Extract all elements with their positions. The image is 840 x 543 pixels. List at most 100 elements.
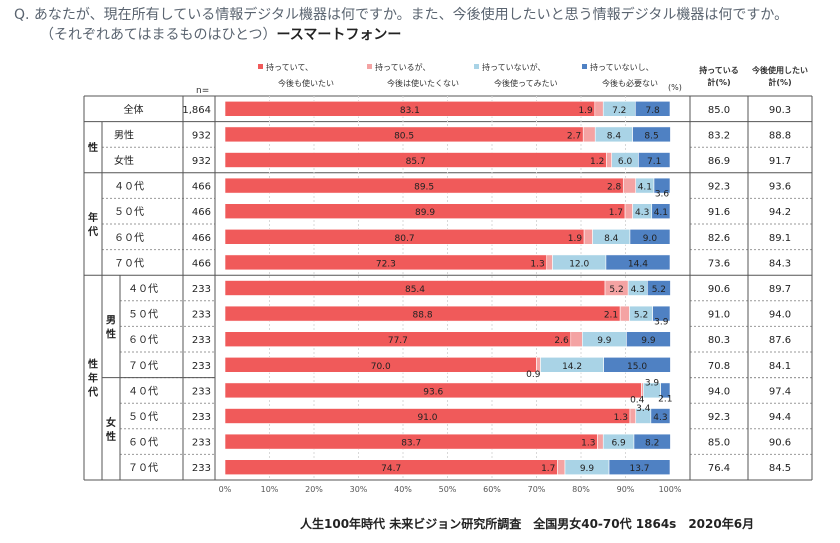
row-n: 233 (192, 463, 211, 474)
own-total: 76.4 (708, 463, 730, 474)
row-label: 全体 (124, 103, 144, 116)
bar-value-label: 8.5 (644, 131, 658, 141)
summary-header-line1: 今後使用したい (751, 65, 808, 75)
summary-header-line2: 計(%) (768, 77, 791, 87)
bar-value-label: 0.9 (526, 370, 541, 380)
want-total: 84.5 (769, 463, 791, 474)
x-tick-label: 80% (572, 485, 590, 494)
bar-segment-4 (660, 382, 671, 399)
group-label-char: 代 (87, 386, 98, 399)
bar-value-label: 9.9 (597, 336, 612, 346)
bar-value-label: 9.9 (641, 336, 656, 346)
group-label-char: 代 (87, 225, 98, 238)
question-instruction: （それぞれあてはまるものはひとつ） (40, 27, 277, 43)
bar-value-label: 4.3 (653, 413, 667, 423)
x-tick-label: 90% (617, 485, 635, 494)
bar-value-label: 2.1 (604, 311, 618, 321)
subgroup-label-char: 女 (106, 416, 116, 429)
bar-value-label: 8.4 (604, 234, 619, 244)
group-label-char: 性 (87, 358, 98, 371)
legend-label-line2: 今後も使いたい (278, 78, 334, 88)
bar-value-label: 5.2 (609, 285, 623, 295)
row-label: ４０代 (128, 385, 158, 397)
bar-value-label: 72.3 (376, 259, 396, 269)
bar-value-label: 88.8 (413, 311, 433, 321)
bar-segment-2 (546, 254, 553, 271)
row-n: 233 (192, 412, 211, 423)
row-n: 932 (192, 156, 211, 167)
n-header: n= (196, 86, 209, 96)
subgroup-label-char: 性 (105, 327, 116, 340)
row-label: ７０代 (114, 257, 144, 269)
bar-segment-4 (626, 331, 671, 348)
x-tick-label: 60% (483, 485, 501, 494)
own-total: 90.6 (708, 284, 730, 295)
bar-value-label: 3.9 (645, 378, 660, 388)
bar-value-label: 7.2 (612, 106, 626, 116)
group-label-char: 年 (88, 372, 98, 385)
want-total: 91.7 (769, 156, 791, 167)
bar-value-label: 14.2 (562, 362, 582, 372)
row-label: ６０代 (114, 232, 144, 244)
own-total: 73.6 (708, 258, 730, 269)
bar-value-label: 80.7 (395, 234, 415, 244)
want-total: 89.7 (769, 284, 791, 295)
bar-segment-2 (597, 433, 604, 450)
bar-segment-2 (619, 305, 630, 322)
legend-label-line1: 持っているが、 (375, 62, 430, 72)
bar-segment-2 (629, 408, 637, 424)
bar-value-label: 2.1 (658, 394, 672, 404)
bar-segment-4 (605, 254, 671, 271)
bar-segment-2 (583, 229, 593, 245)
bar-segment-4 (632, 126, 671, 143)
bar-value-label: 0.4 (630, 395, 645, 405)
own-total: 83.2 (708, 130, 730, 141)
bar-series: 83.1 1.9 7.2 7.8 80.5 2.7 8.4 8.5 85.7 1.2 6.0 7.1 8… (224, 101, 672, 476)
bar-segment-2 (557, 459, 566, 476)
x-tick-label: 70% (528, 485, 546, 494)
own-total: 82.6 (708, 233, 730, 244)
x-tick-label: 100% (659, 485, 682, 494)
want-total: 88.8 (769, 130, 791, 141)
row-label: ７０代 (128, 462, 158, 474)
bar-value-label: 9.0 (643, 234, 658, 244)
bar-segment-4 (634, 101, 671, 117)
row-n: 233 (192, 438, 211, 449)
bar-value-label: 1.3 (581, 439, 595, 449)
bar-value-label: 93.6 (423, 387, 443, 397)
own-total: 80.3 (708, 335, 730, 346)
bar-value-label: 5.2 (652, 285, 666, 295)
bar-value-label: 83.1 (400, 106, 420, 116)
bar-value-label: 85.7 (406, 157, 426, 167)
percent-unit: (%) (668, 83, 682, 92)
bar-value-label: 3.6 (655, 190, 670, 200)
question-subtitle: （それぞれあてはまるものはひとつ）ースマートフォンー (40, 24, 401, 44)
bar-value-label: 85.4 (405, 285, 425, 295)
own-total: 86.9 (708, 156, 730, 167)
want-total: 90.6 (769, 438, 791, 449)
bar-value-label: 1.2 (590, 157, 604, 167)
bar-value-label: 83.7 (401, 439, 421, 449)
bar-value-label: 3.9 (654, 318, 669, 328)
x-axis-ticks: 0% 10% 20% 30% 40% 50% 60% 70% 80% 90% 100% (219, 485, 682, 494)
bar-value-label: 77.7 (388, 336, 408, 346)
bar-value-label: 70.0 (371, 362, 391, 372)
bar-value-label: 89.9 (415, 208, 435, 218)
legend-label-line2: 今後は使いたくない (387, 78, 459, 88)
bar-value-label: 14.4 (628, 259, 648, 269)
summary-header-line1: 持っている (699, 65, 739, 75)
bar-value-label: 7.8 (645, 106, 660, 116)
bar-value-label: 89.5 (414, 183, 434, 193)
row-n: 233 (192, 386, 211, 397)
row-label: ６０代 (128, 334, 158, 346)
bar-segment-4 (650, 408, 671, 424)
row-label: ５０代 (128, 309, 158, 321)
own-total: 92.3 (708, 182, 730, 193)
chart-legend: 持っていて、今後も使いたい持っているが、今後は使いたくない持っていないが、今後使… (196, 62, 808, 96)
x-tick-label: 0% (219, 485, 232, 494)
bar-value-label: 1.3 (530, 259, 544, 269)
question-title: Q. あなたが、現在所有している情報デジタル機器は何ですか。また、今後使用したい… (14, 7, 789, 23)
bar-segment-4 (633, 433, 671, 450)
want-total: 89.1 (769, 233, 791, 244)
